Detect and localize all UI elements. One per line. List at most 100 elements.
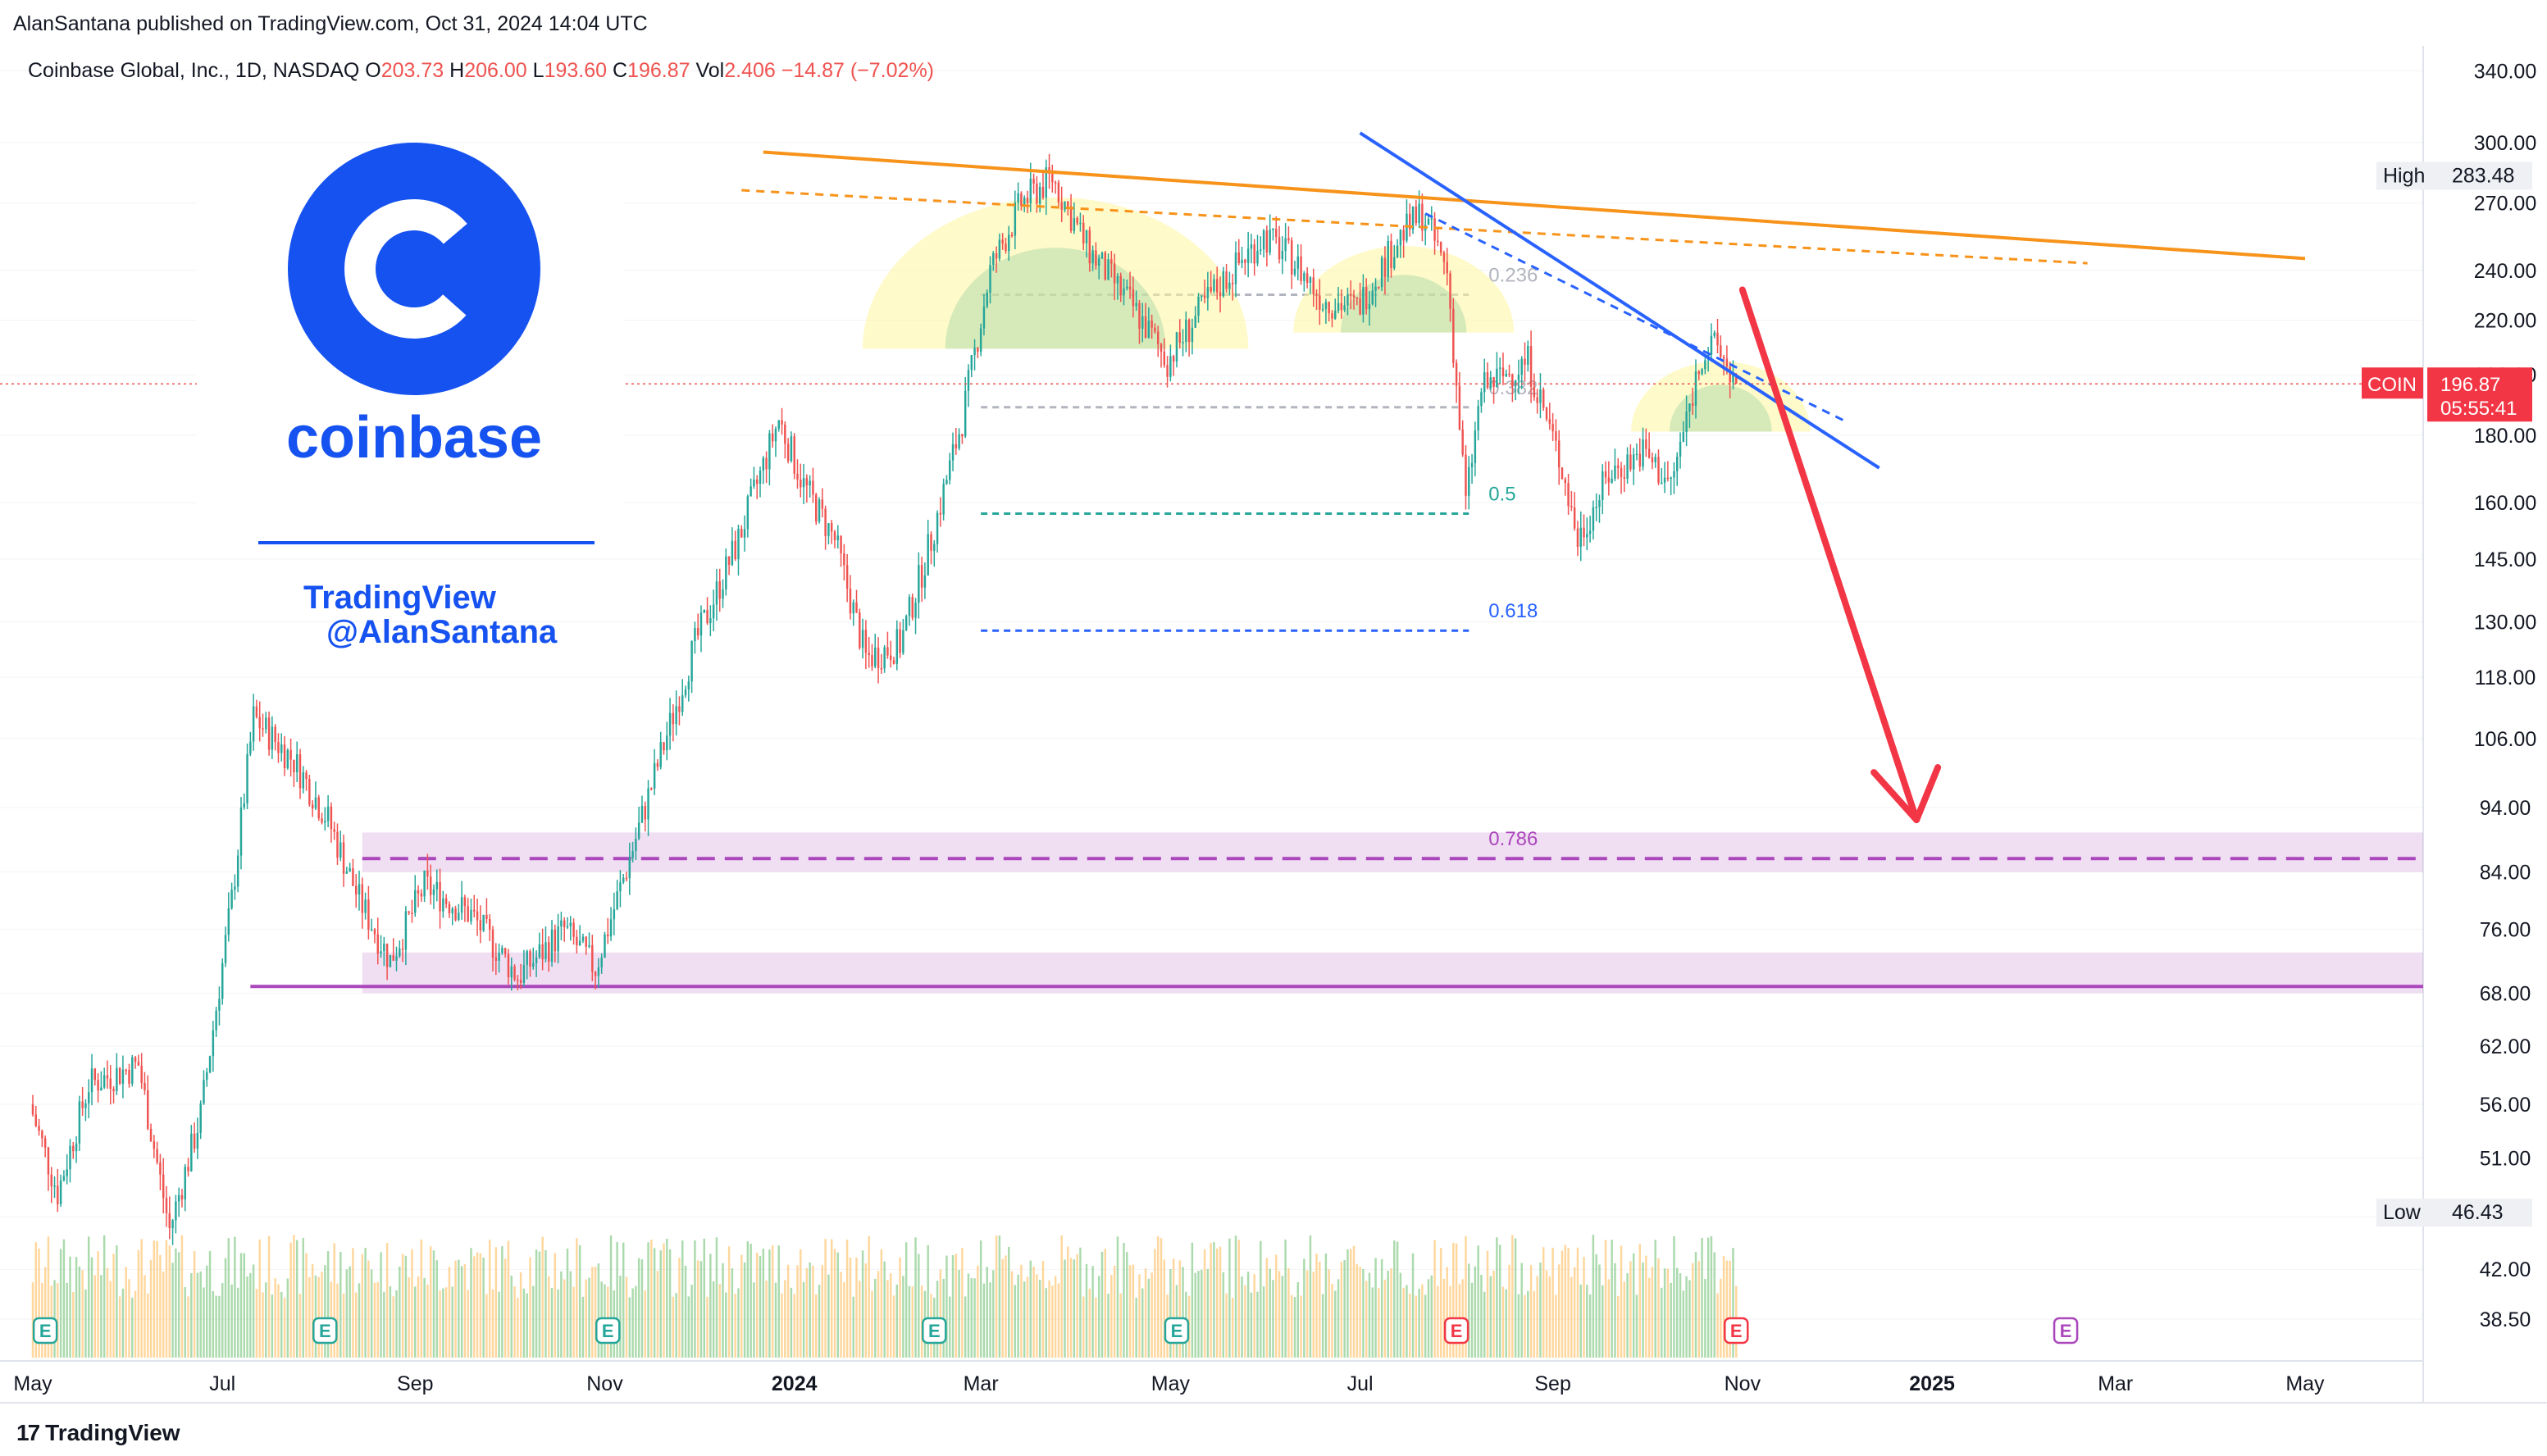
candle-body bbox=[1156, 331, 1160, 344]
candle-body bbox=[973, 348, 976, 356]
volume-bar bbox=[1673, 1236, 1675, 1358]
candle-body bbox=[786, 444, 790, 462]
tradingview-logo[interactable]: 17 TradingView bbox=[16, 1420, 180, 1446]
volume-bar bbox=[280, 1291, 283, 1358]
volume-bar bbox=[215, 1295, 217, 1358]
candle-body bbox=[239, 807, 243, 856]
legend-line: Coinbase Global, Inc., 1D, NASDAQ O203.7… bbox=[28, 59, 934, 82]
volume-bar bbox=[986, 1267, 988, 1358]
volume-bar bbox=[1588, 1294, 1592, 1358]
candle-body bbox=[1691, 403, 1694, 406]
volume-bar bbox=[1085, 1263, 1088, 1358]
candle-body bbox=[908, 597, 911, 617]
candle-body bbox=[156, 1149, 158, 1163]
volume-bar bbox=[420, 1239, 423, 1358]
volume-bar bbox=[1501, 1286, 1505, 1358]
volume-bar bbox=[821, 1265, 824, 1358]
volume-bar bbox=[815, 1294, 818, 1358]
volume-bar bbox=[619, 1276, 622, 1358]
candle-body bbox=[249, 741, 252, 754]
publish-bar: AlanSantana published on TradingView.com… bbox=[0, 0, 2547, 46]
candle-body bbox=[743, 529, 746, 538]
candle-body bbox=[1014, 202, 1017, 236]
volume-bar bbox=[208, 1250, 212, 1358]
volume-bar bbox=[517, 1297, 519, 1358]
volume-bar bbox=[75, 1257, 78, 1358]
candle-body bbox=[656, 762, 659, 767]
volume-bar bbox=[1206, 1268, 1210, 1358]
candle-body bbox=[1352, 295, 1356, 298]
volume-bar bbox=[333, 1243, 335, 1358]
volume-bar bbox=[125, 1267, 127, 1358]
candle-body bbox=[979, 328, 982, 353]
candle-body bbox=[1210, 286, 1212, 292]
volume-bar bbox=[494, 1247, 498, 1358]
candle-body bbox=[852, 602, 854, 614]
volume-bar bbox=[684, 1265, 687, 1358]
candle-body bbox=[1732, 374, 1734, 383]
volume-bar bbox=[637, 1258, 640, 1358]
volume-bar bbox=[352, 1248, 354, 1358]
candle-body bbox=[81, 1101, 84, 1108]
candle-body bbox=[625, 877, 628, 880]
candle-body bbox=[482, 914, 485, 930]
candle-body bbox=[781, 420, 783, 425]
candle-body bbox=[271, 726, 274, 750]
volume-bar bbox=[1178, 1260, 1181, 1358]
candle-body bbox=[911, 597, 914, 618]
candle-body bbox=[354, 885, 358, 894]
price-tick-label: 240.00 bbox=[2474, 260, 2536, 283]
candle-body bbox=[1064, 201, 1066, 210]
volume-bar bbox=[147, 1293, 149, 1358]
candle-body bbox=[560, 920, 563, 926]
volume-bar bbox=[1300, 1295, 1302, 1358]
volume-bar bbox=[482, 1257, 485, 1358]
volume-bar bbox=[1632, 1253, 1635, 1358]
volume-bar bbox=[1321, 1294, 1324, 1358]
volume-bar bbox=[964, 1296, 967, 1358]
volume-bars bbox=[31, 1235, 1738, 1358]
volume-bar bbox=[635, 1285, 637, 1358]
candle-body bbox=[883, 647, 886, 669]
volume-bar bbox=[1415, 1295, 1418, 1358]
volume-bar bbox=[522, 1288, 526, 1358]
volume-bar bbox=[1378, 1288, 1380, 1358]
volume-bar bbox=[227, 1238, 230, 1358]
candle-body bbox=[790, 436, 793, 462]
volume-bar bbox=[510, 1275, 513, 1358]
candle-body bbox=[1620, 467, 1623, 478]
volume-bar bbox=[1076, 1254, 1078, 1358]
candle-body bbox=[1260, 249, 1262, 251]
candle-body bbox=[1073, 217, 1076, 231]
volume-bar bbox=[432, 1250, 435, 1358]
candle-body bbox=[383, 944, 385, 952]
volume-bar bbox=[159, 1254, 162, 1358]
volume-bar bbox=[961, 1248, 964, 1358]
volume-bar bbox=[121, 1288, 125, 1358]
candle-body bbox=[836, 535, 840, 540]
volume-bar bbox=[1244, 1285, 1246, 1358]
volume-bar bbox=[383, 1291, 385, 1358]
candle-body bbox=[1001, 239, 1004, 244]
high-tag-bg bbox=[2376, 162, 2532, 190]
volume-bar bbox=[998, 1235, 1001, 1358]
volume-bar bbox=[1237, 1240, 1240, 1358]
candle-body bbox=[324, 821, 326, 823]
volume-bar bbox=[1128, 1265, 1132, 1358]
volume-bar bbox=[314, 1275, 317, 1358]
time-tick-label: Sep bbox=[1534, 1372, 1570, 1395]
candle-body bbox=[420, 893, 423, 897]
candle-body bbox=[712, 604, 715, 619]
candle-body bbox=[212, 1030, 215, 1057]
candle-body bbox=[196, 1132, 199, 1149]
candle-body bbox=[637, 822, 640, 839]
candle-body bbox=[302, 772, 305, 789]
volume-bar bbox=[889, 1273, 892, 1358]
candle-body bbox=[78, 1101, 81, 1144]
candle-body bbox=[1561, 467, 1564, 480]
volume-bar bbox=[1038, 1280, 1041, 1358]
candle-body bbox=[923, 575, 927, 588]
volume-bar bbox=[526, 1293, 528, 1358]
